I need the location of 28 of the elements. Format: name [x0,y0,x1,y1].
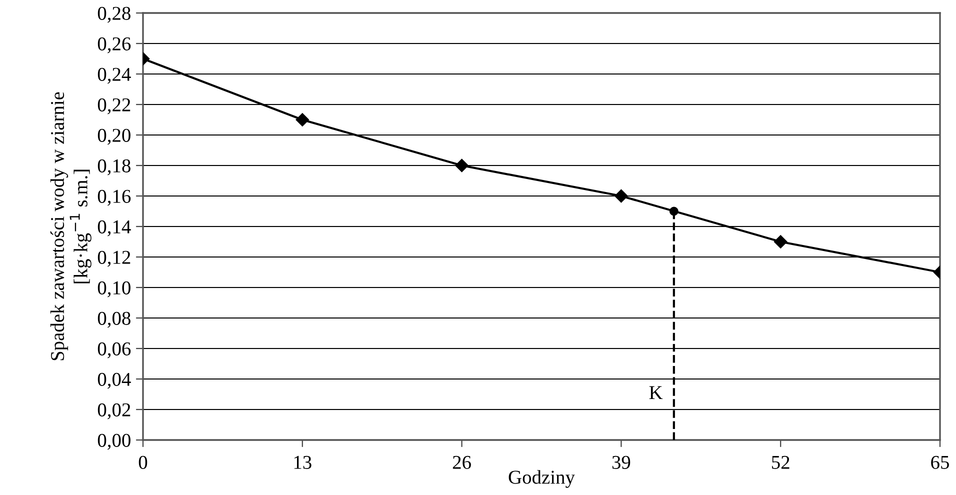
y-tick-label: 0,22 [98,98,130,114]
x-tick-label: 65 [931,456,949,469]
y-tick-label: 0,10 [98,281,130,298]
point [669,206,678,216]
point [614,189,628,203]
ref-line-label: K [649,386,663,399]
y-tick-label: 0,04 [98,372,131,389]
y-tick-label: 0,28 [98,6,130,23]
x-tick-label: 39 [612,456,630,469]
x-tick-label: 0 [138,456,148,469]
y-tick-label: 0,14 [98,220,131,236]
point [455,158,468,172]
x-tick-label: 13 [294,456,312,469]
x-tick-label: 52 [772,456,790,469]
y-tick-label: 0,18 [98,159,130,176]
y-tick-label: 0,00 [98,434,130,450]
y-tick-label: 0,26 [98,37,131,54]
y-tick-label: 0,08 [98,312,130,328]
y-tick-label: 0,06 [98,342,131,358]
y-tick-label: 0,02 [98,403,130,420]
y-tick-label: 0,16 [98,190,131,206]
x-tick-label: 26 [452,456,471,469]
x-axis-title: Godziny [508,470,575,488]
y-tick-label: 0,12 [98,250,130,267]
y-tick-label: 0,24 [98,68,131,84]
point [774,235,788,248]
y-tick-label: 0,20 [98,128,130,145]
y-axis-title: Spadek zawartości wody w ziarnie [kg·kg$^{−1}$ s.m.] [50,92,92,360]
